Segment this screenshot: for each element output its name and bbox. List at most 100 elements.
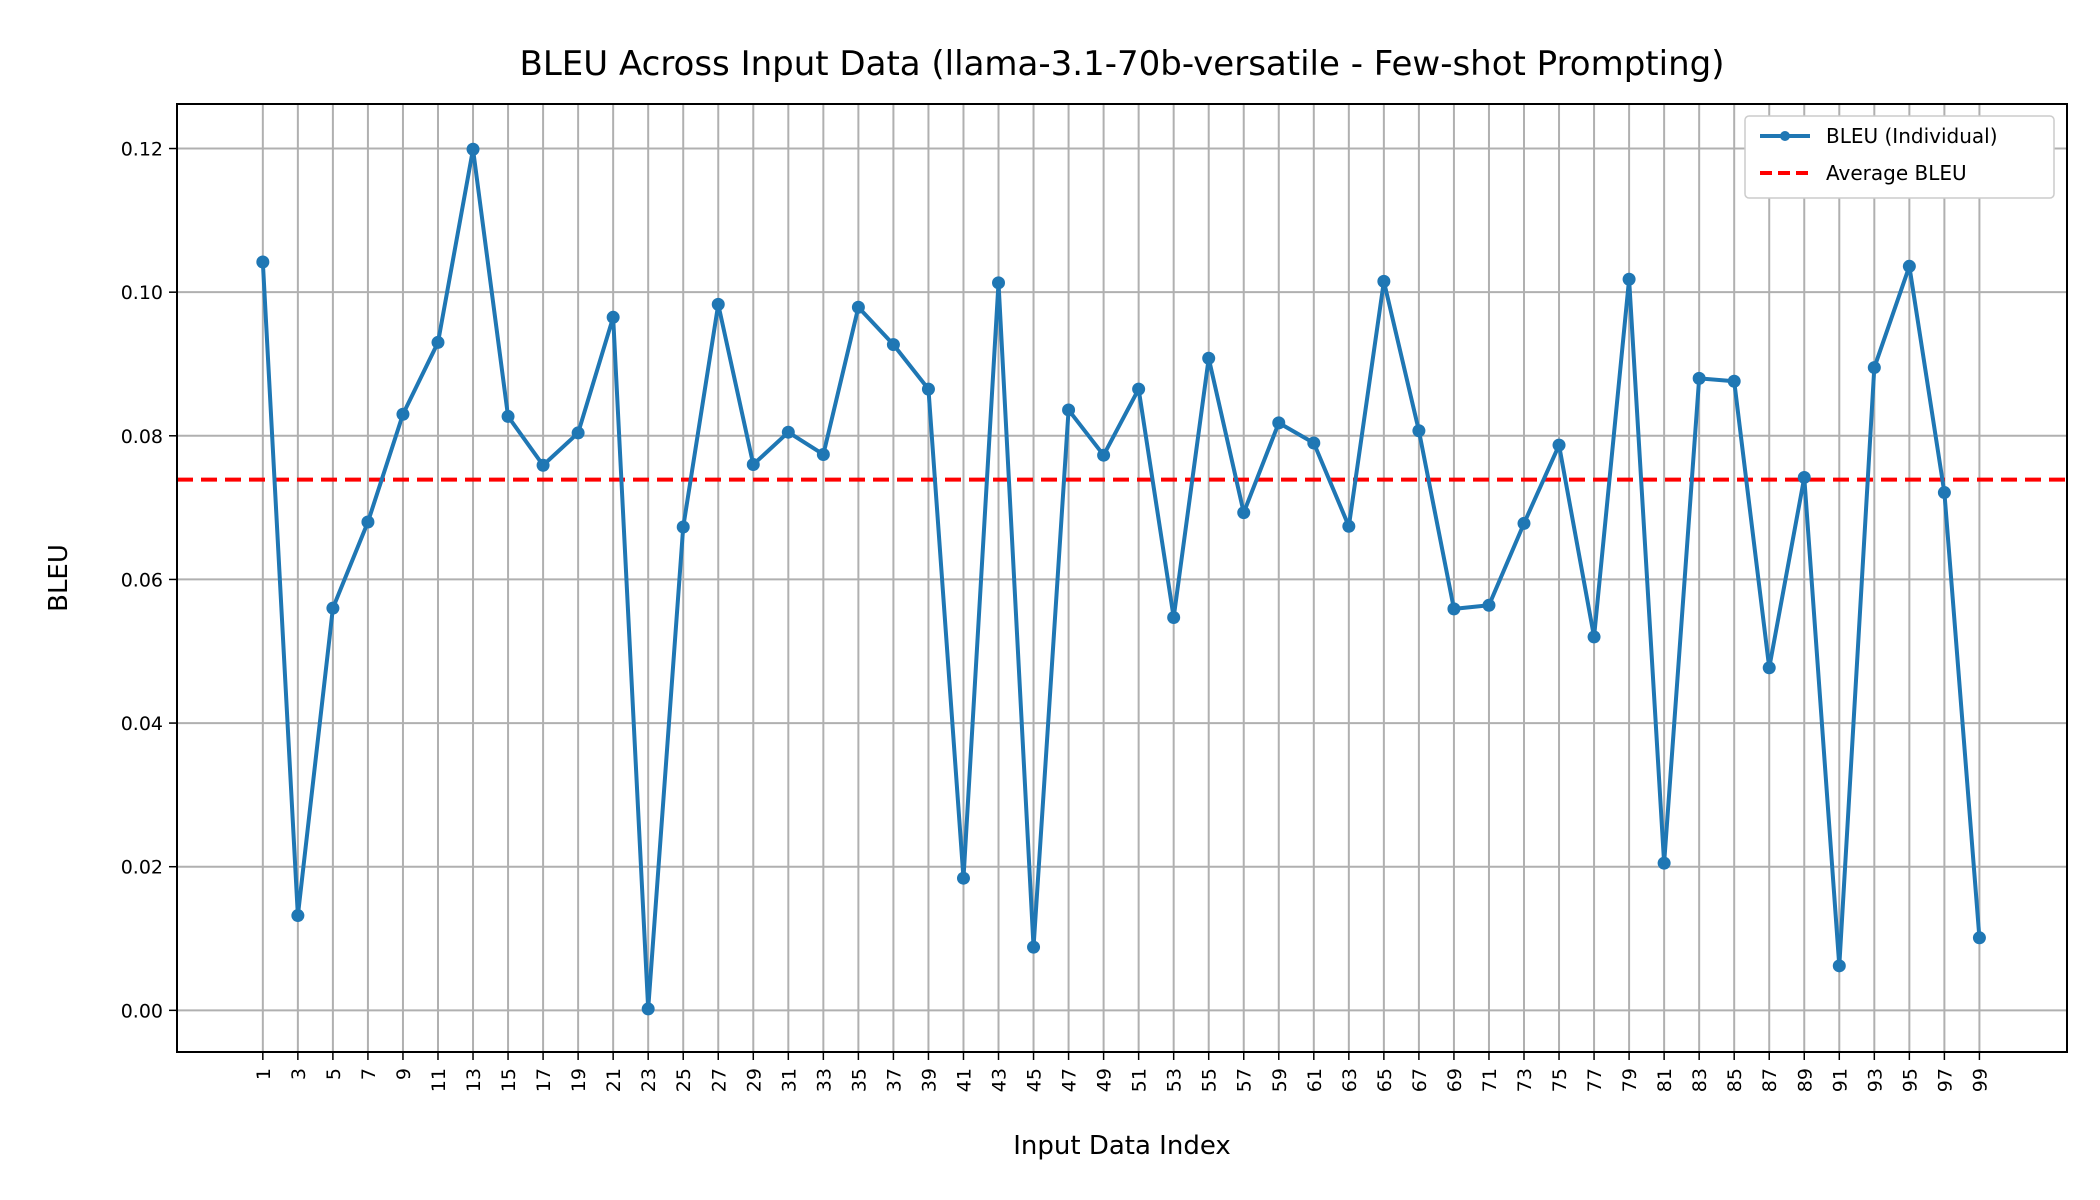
x-tick-label: 15	[498, 1068, 520, 1092]
bleu-data-point	[1762, 661, 1776, 675]
x-axis-label: Input Data Index	[1013, 1131, 1231, 1161]
x-tick-label: 83	[1689, 1068, 1711, 1092]
y-tick-label: 0.10	[121, 282, 163, 304]
legend-label-average: Average BLEU	[1826, 161, 1967, 185]
x-tick-label: 13	[463, 1068, 485, 1092]
x-tick-label: 41	[953, 1068, 975, 1092]
x-tick-label: 33	[813, 1068, 835, 1092]
x-tick-label: 53	[1164, 1068, 1186, 1092]
x-tick-label: 97	[1934, 1068, 1956, 1092]
y-tick-label: 0.08	[121, 426, 163, 448]
x-tick-label: 49	[1094, 1068, 1116, 1092]
series-layer	[256, 142, 1986, 1016]
x-tick-label: 71	[1479, 1068, 1501, 1092]
bleu-data-point	[1587, 630, 1601, 644]
bleu-data-point	[1062, 403, 1076, 417]
bleu-data-point	[1937, 486, 1951, 500]
x-tick-label: 23	[638, 1068, 660, 1092]
chart-title: BLEU Across Input Data (llama-3.1-70b-ve…	[520, 44, 1725, 84]
x-tick-label: 37	[883, 1068, 905, 1092]
bleu-data-point	[1727, 374, 1741, 388]
x-tick-label: 67	[1409, 1068, 1431, 1092]
bleu-data-point	[711, 297, 725, 311]
bleu-data-point	[1482, 598, 1496, 612]
bleu-data-point	[1622, 272, 1636, 286]
x-tick-label: 29	[743, 1068, 765, 1092]
grid	[177, 104, 2067, 1052]
bleu-data-point	[992, 276, 1006, 290]
x-tick-label: 59	[1269, 1068, 1291, 1092]
x-tick-label: 51	[1129, 1068, 1151, 1092]
x-tick-label: 39	[918, 1068, 940, 1092]
x-tick-label: 65	[1374, 1068, 1396, 1092]
bleu-data-point	[1272, 416, 1286, 430]
bleu-data-point	[1202, 351, 1216, 365]
bleu-data-point	[956, 871, 970, 885]
y-tick-label: 0.06	[121, 569, 163, 591]
bleu-data-point	[746, 458, 760, 472]
x-tick-label: 19	[568, 1068, 590, 1092]
x-tick-label: 91	[1829, 1068, 1851, 1092]
bleu-data-point	[1342, 519, 1356, 533]
bleu-data-point	[1692, 371, 1706, 385]
x-tick-label: 21	[603, 1068, 625, 1092]
x-tick-label: 87	[1759, 1068, 1781, 1092]
x-tick-label: 79	[1619, 1068, 1641, 1092]
plot-frame	[176, 103, 2068, 1053]
y-tick-label: 0.00	[121, 1000, 163, 1022]
x-tick-label: 25	[673, 1068, 695, 1092]
x-tick-label: 17	[533, 1068, 555, 1092]
x-tick-label: 35	[848, 1068, 870, 1092]
y-tick-label: 0.12	[121, 139, 163, 161]
x-tick-label: 61	[1304, 1068, 1326, 1092]
bleu-data-point	[781, 425, 795, 439]
bleu-data-point	[536, 458, 550, 472]
bleu-data-point	[361, 515, 375, 529]
bleu-data-point	[641, 1002, 655, 1016]
bleu-data-point	[851, 300, 865, 314]
x-tick-label: 11	[428, 1068, 450, 1092]
x-tick-label: 27	[708, 1068, 730, 1092]
bleu-data-point	[291, 909, 305, 923]
x-tick-label: 69	[1444, 1068, 1466, 1092]
x-tick-label: 1	[253, 1068, 275, 1080]
legend-marker-bleu	[1780, 131, 1790, 141]
bleu-data-point	[396, 407, 410, 421]
x-tick-label: 47	[1059, 1068, 1081, 1092]
x-tick-label: 7	[358, 1068, 380, 1080]
bleu-data-point	[886, 338, 900, 352]
y-tick-label: 0.02	[121, 857, 163, 879]
x-tick-label: 3	[288, 1068, 310, 1080]
x-tick-label: 9	[393, 1068, 415, 1080]
x-tick-label: 31	[778, 1068, 800, 1092]
bleu-data-point	[676, 520, 690, 534]
bleu-data-point	[431, 335, 445, 349]
bleu-data-point	[1412, 424, 1426, 438]
bleu-data-point	[466, 142, 480, 156]
x-tick-label: 43	[989, 1068, 1011, 1092]
bleu-data-point	[1237, 506, 1251, 520]
y-tick-label: 0.04	[121, 713, 163, 735]
x-tick-label: 45	[1024, 1068, 1046, 1092]
x-tick-label: 57	[1234, 1068, 1256, 1092]
x-tick-label: 81	[1654, 1068, 1676, 1092]
x-tick-label: 85	[1724, 1068, 1746, 1092]
legend-box	[1744, 115, 2055, 199]
legend-label-bleu: BLEU (Individual)	[1826, 124, 1998, 148]
bleu-data-point	[1377, 274, 1391, 288]
x-tick-label: 75	[1549, 1068, 1571, 1092]
bleu-data-point	[501, 409, 515, 423]
bleu-data-point	[326, 601, 340, 615]
bleu-data-point	[1797, 470, 1811, 484]
bleu-data-point	[1517, 516, 1531, 530]
x-tick-label: 77	[1584, 1068, 1606, 1092]
bleu-data-point	[1972, 931, 1986, 945]
bleu-data-point	[1307, 436, 1321, 450]
x-axis-ticks: 1 3 5 7 9 11 13 15 17 19 21 23 25 27 29 31 33 35 37 39 41 43 4…	[253, 1052, 1991, 1092]
bleu-data-point	[1902, 259, 1916, 273]
bleu-data-point	[1867, 361, 1881, 375]
bleu-data-point	[1832, 959, 1846, 973]
x-tick-label: 63	[1339, 1068, 1361, 1092]
bleu-data-point	[1097, 448, 1111, 462]
legend: BLEU (Individual) Average BLEU	[1744, 115, 2055, 199]
